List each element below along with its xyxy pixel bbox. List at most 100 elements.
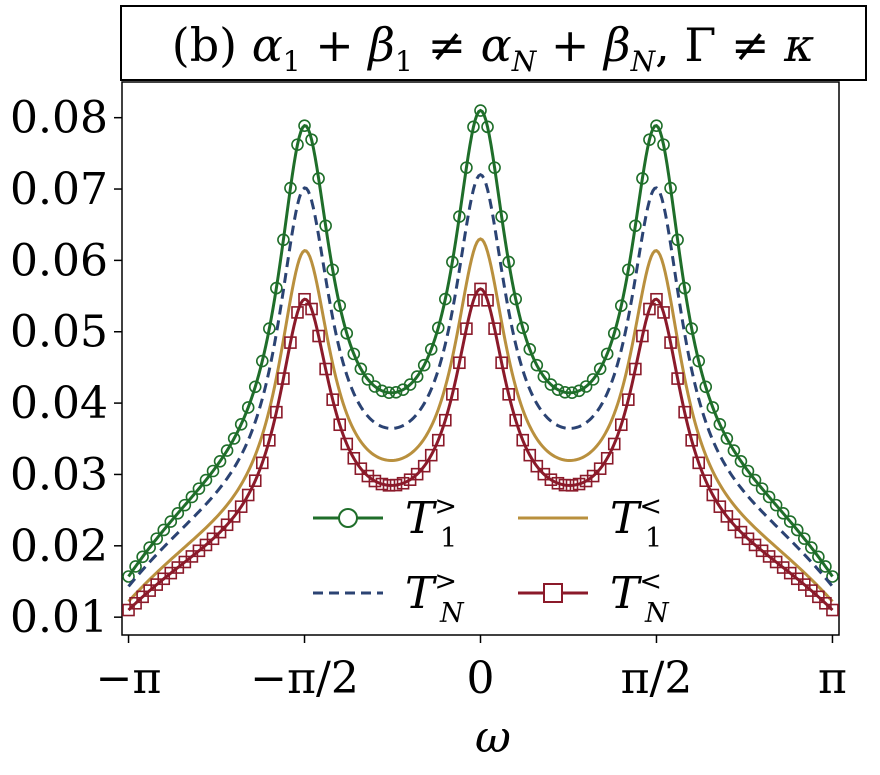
data-point (361, 373, 375, 386)
data-point (270, 405, 283, 419)
data-point (263, 434, 276, 447)
y-tick-label: 0.05 (10, 307, 108, 358)
data-point (495, 210, 508, 223)
data-point (523, 448, 537, 462)
data-point (446, 255, 459, 269)
data-point (685, 434, 698, 447)
data-point (319, 362, 332, 376)
data-point (551, 383, 565, 396)
data-point (227, 432, 241, 445)
data-point (474, 282, 487, 296)
chart-title: (b) α1 + β1 ≠ αN + βN, Γ ≠ κ (120, 5, 867, 81)
data-point (319, 219, 332, 233)
data-point (488, 322, 501, 335)
data-point (220, 444, 234, 457)
data-point (664, 181, 677, 195)
y-tick-label: 0.01 (10, 592, 108, 643)
data-point (790, 523, 804, 537)
data-point (206, 532, 220, 546)
data-point (593, 362, 607, 376)
legend-entry-0: T> 1 (313, 491, 457, 554)
data-point (643, 133, 656, 146)
data-point (403, 378, 417, 391)
legend: T> 1 T< 1 T> N T< N (313, 491, 670, 629)
data-point (206, 464, 220, 478)
data-point (248, 474, 262, 488)
data-point (213, 454, 227, 468)
data-point (431, 433, 445, 447)
data-point (558, 478, 572, 492)
data-point (636, 172, 649, 185)
data-point (586, 373, 600, 386)
data-point (565, 386, 579, 399)
data-point (122, 570, 135, 583)
legend-label: T> N (405, 566, 465, 629)
data-point (453, 210, 466, 223)
data-point (572, 477, 586, 491)
data-point (389, 386, 403, 399)
series-line-1 (127, 173, 834, 588)
data-point (572, 384, 586, 398)
data-point (593, 462, 607, 475)
data-point (826, 603, 839, 617)
data-point (706, 488, 720, 502)
data-point (530, 358, 544, 372)
y-tick-label: 0.04 (10, 378, 108, 429)
data-point (509, 413, 522, 427)
x-tick-label: 0 (467, 653, 495, 704)
data-point (431, 321, 445, 335)
data-point (453, 356, 466, 370)
data-point (692, 354, 706, 368)
data-point (467, 293, 480, 307)
title-text: (b) α1 + β1 ≠ αN + βN, Γ ≠ κ (172, 18, 815, 78)
x-axis-label: ω (475, 712, 511, 763)
data-point (741, 464, 755, 478)
data-point (298, 119, 311, 132)
data-point (713, 418, 727, 431)
data-point (699, 380, 713, 394)
data-point (579, 380, 593, 393)
data-point (284, 181, 297, 195)
data-point (481, 120, 494, 134)
data-point (122, 603, 135, 617)
ticks-layer: 0.01 0.02 0.03 0.04 0.05 0.06 0.07 0.08 −π −π/2 0 π… (10, 93, 847, 704)
data-point (600, 347, 614, 361)
data-point (220, 518, 234, 532)
x-tick-label: −π/2 (250, 653, 359, 704)
data-point (812, 590, 825, 604)
data-point (227, 510, 241, 523)
data-point (720, 432, 734, 445)
data-point (347, 451, 361, 465)
data-point (762, 490, 776, 504)
data-point (614, 299, 628, 313)
data-point (551, 476, 565, 490)
data-point (819, 560, 832, 573)
x-tick-label: −π (96, 653, 162, 704)
data-point (312, 329, 325, 343)
x-tick-label: π/2 (621, 653, 693, 704)
data-point (277, 233, 290, 247)
legend-label: T< 1 (610, 491, 662, 554)
legend-entry-2: T< 1 (518, 491, 662, 554)
data-point (340, 327, 354, 340)
data-point (629, 362, 642, 376)
data-point (333, 299, 347, 313)
title-box (120, 5, 867, 81)
y-tick-label: 0.03 (10, 449, 108, 500)
data-point (171, 507, 185, 520)
data-point (671, 372, 684, 385)
data-point (185, 490, 199, 504)
series-line-2 (127, 237, 834, 603)
data-point (586, 469, 600, 483)
data-point (565, 479, 579, 492)
data-point (305, 302, 318, 316)
data-point (650, 119, 663, 132)
data-point (481, 293, 494, 307)
data-point (347, 347, 361, 361)
data-point (614, 418, 628, 432)
data-point (657, 138, 670, 151)
data-point (270, 281, 283, 295)
data-point (129, 560, 142, 573)
data-point (622, 263, 635, 277)
